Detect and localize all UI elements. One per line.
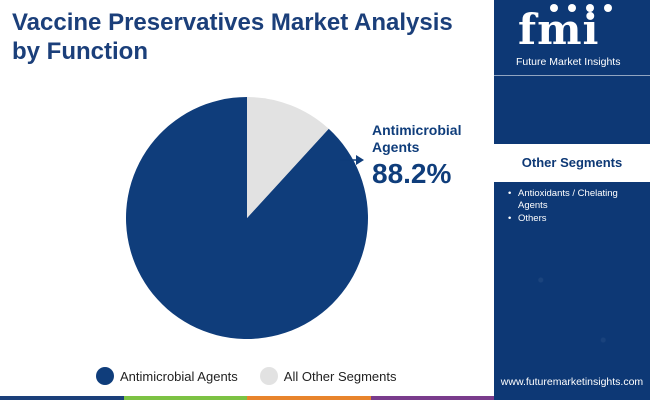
pie-chart: [125, 97, 369, 339]
logo-icons: [550, 4, 612, 12]
sidebar: fmi Future Market Insights Other Segment…: [494, 0, 650, 400]
list-item: Others: [508, 213, 644, 225]
pie-slices: [125, 97, 369, 339]
bottom-color-bar: [0, 396, 494, 400]
logo: fmi Future Market Insights: [494, 0, 650, 76]
legend: Antimicrobial Agents All Other Segments: [96, 365, 419, 387]
bottom-bar-segment: [123, 396, 247, 400]
legend-label-antimicrobial: Antimicrobial Agents: [120, 368, 238, 384]
legend-swatch-antimicrobial: [96, 367, 114, 385]
chart-title: Vaccine Preservatives Market Analysis by…: [12, 9, 453, 65]
list-item: Antioxidants / Chelating Agents: [508, 188, 644, 212]
other-segments-heading: Other Segments: [494, 144, 650, 182]
logo-mark: fmi: [518, 5, 600, 54]
legend-label-other: All Other Segments: [283, 368, 397, 384]
logo-text: Future Market Insights: [516, 56, 621, 68]
legend-item-other: All Other Segments: [259, 367, 397, 385]
legend-swatch-other: [259, 367, 278, 385]
other-segments-list: Antioxidants / Chelating Agents Others: [508, 188, 644, 226]
legend-item-antimicrobial: Antimicrobial Agents: [96, 367, 238, 385]
callout-arrow: [340, 155, 364, 165]
bottom-bar-segment: [247, 396, 371, 400]
bottom-bar-segment: [370, 396, 494, 400]
callout-label: Antimicrobial Agents: [372, 122, 462, 155]
callout-value: 88.2%: [372, 158, 452, 189]
bottom-bar-segment: [0, 396, 124, 400]
pie-slice-all-other-segments: [247, 97, 329, 218]
website-url: www.futuremarketinsights.com: [500, 376, 644, 388]
